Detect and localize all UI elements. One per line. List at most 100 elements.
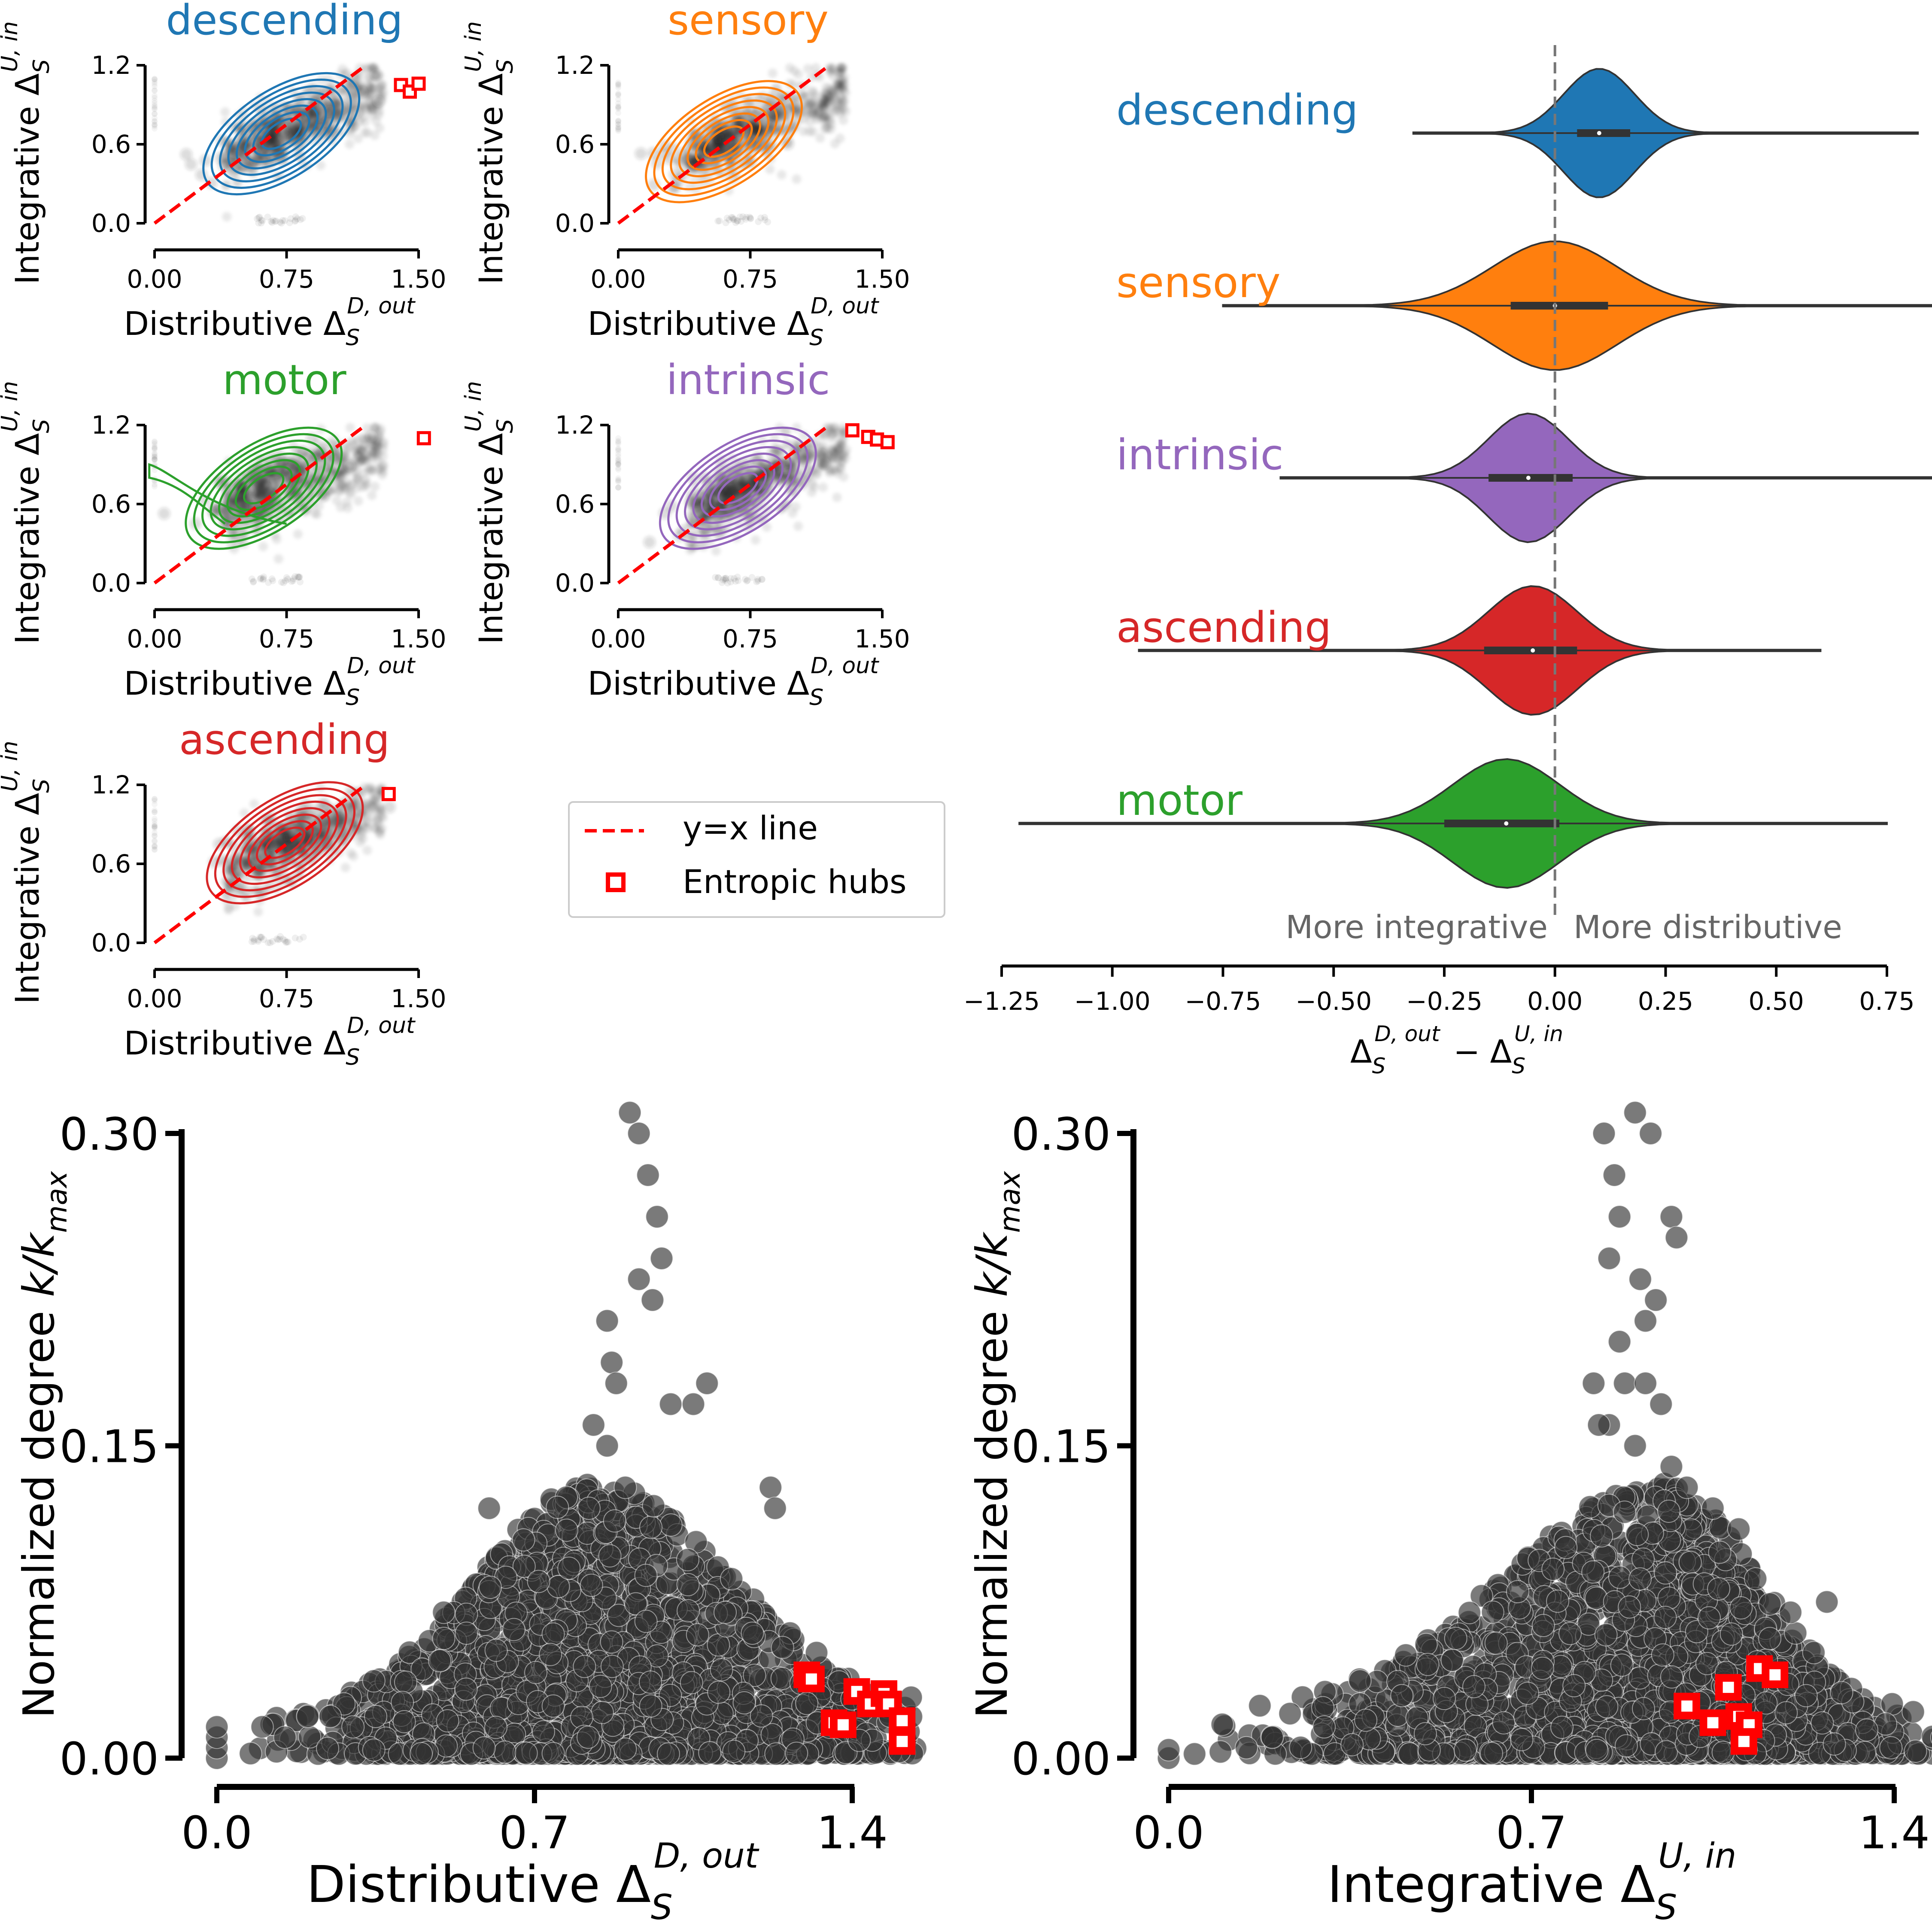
gray-point (808, 127, 818, 137)
gray-point (732, 577, 739, 585)
gray-point (258, 219, 265, 227)
gray-point (152, 79, 158, 85)
violin-iqr-box (1510, 302, 1608, 310)
violin-x-tick-label: 0.75 (1859, 987, 1914, 1016)
small-y-axis-label: Integrative ΔSU, in (461, 21, 518, 285)
gray-point (799, 126, 808, 136)
gray-point (765, 164, 775, 174)
gray-point (152, 76, 158, 82)
y-tick-label: 0.6 (91, 130, 131, 159)
small-x-axis-label: Distributive ΔSD, out (124, 653, 416, 711)
degree-vs-distributive-panel: 0.000.150.300.0 0.7 1.4 Distributive ΔSD, … (14, 1101, 927, 1927)
gray-point (343, 460, 356, 472)
gray-point (615, 109, 621, 116)
gray-point (643, 536, 656, 548)
gray-point (615, 459, 621, 465)
gray-point (836, 94, 846, 104)
gray-point (373, 441, 383, 451)
gray-point (281, 217, 289, 224)
gray-point (152, 93, 158, 99)
violin-label-intrinsic: intrinsic (1116, 431, 1284, 480)
gray-point (332, 495, 342, 505)
gray-point (768, 68, 778, 78)
gray-point (152, 76, 158, 83)
gray-point (615, 82, 621, 89)
gray-point (152, 118, 158, 125)
x-tick-label: 0.00 (127, 264, 182, 294)
gray-point (270, 217, 277, 224)
gray-point (371, 805, 381, 814)
gray-point (292, 218, 299, 225)
x-tick-label: 1.50 (391, 624, 446, 653)
x-tick-label: 0.75 (723, 624, 778, 653)
gray-point (367, 490, 377, 500)
gray-point (259, 217, 266, 225)
gray-point (722, 574, 729, 582)
gray-point (253, 907, 263, 917)
gray-point (615, 445, 621, 452)
gray-point (374, 814, 383, 824)
violin-descending: descending (1116, 68, 1919, 198)
gray-point (838, 115, 848, 125)
gray-point (152, 88, 158, 94)
gray-point (271, 218, 279, 225)
gray-point (367, 465, 377, 475)
violin-median (1597, 131, 1601, 135)
gray-point (615, 465, 621, 471)
gray-point (375, 123, 385, 133)
gray-point (205, 177, 218, 189)
violin-x-tick-label: −0.75 (1185, 987, 1261, 1016)
violin-median (1531, 648, 1535, 653)
violin-label-ascending: ascending (1116, 603, 1331, 652)
gray-point (273, 554, 283, 564)
gray-point (352, 444, 362, 454)
violin-x-tick-label: −1.25 (963, 987, 1040, 1016)
gray-point (250, 578, 257, 585)
gray-point (296, 573, 303, 580)
gray-point (258, 541, 268, 551)
gray-point (832, 492, 842, 502)
gray-point (738, 218, 745, 225)
gray-point (152, 94, 158, 101)
violin-x-tick-label: −0.25 (1406, 987, 1482, 1016)
gray-point (383, 801, 396, 813)
violin-panel: descendingsensoryintrinsicascendingmotor… (963, 45, 1932, 1078)
x-tick-label: 0.00 (590, 624, 646, 653)
gray-point (152, 111, 158, 117)
gray-point (829, 423, 838, 433)
gray-point (837, 440, 847, 450)
gray-point (635, 147, 647, 160)
violin-x-tick-label: −1.00 (1074, 987, 1151, 1016)
violin-x-axis-label: ΔSD, out − ΔSU, in (1350, 1021, 1563, 1078)
gray-point (152, 76, 158, 82)
density-contour (252, 111, 310, 157)
gray-point (152, 809, 158, 815)
gray-point (343, 503, 352, 513)
gray-point (267, 218, 275, 225)
entropic-hub-marker (381, 787, 396, 801)
small-panel-title: descending (166, 0, 403, 44)
gray-point (366, 88, 376, 98)
gray-point (838, 450, 848, 459)
gray-point (818, 92, 828, 102)
gray-point (199, 154, 212, 167)
gray-point (248, 122, 261, 134)
small-x-axis-label: Distributive ΔSD, out (124, 1013, 416, 1070)
more-integrative-label: More integrative (1285, 909, 1548, 946)
gray-point (371, 796, 381, 806)
violin-intrinsic: intrinsic (1116, 412, 1932, 544)
gray-point (299, 215, 306, 222)
gray-point (255, 103, 268, 115)
small-x-axis-label: Distributive ΔSD, out (588, 653, 879, 711)
x-tick-label: 1.50 (854, 264, 910, 294)
gray-point (152, 97, 158, 104)
small-y-axis-label: Integrative ΔSU, in (461, 381, 518, 644)
violin-label-descending: descending (1116, 86, 1358, 135)
gray-point (276, 933, 284, 940)
small-panel-title: intrinsic (666, 356, 830, 404)
gray-point (268, 219, 276, 226)
gray-point (152, 122, 158, 128)
gray-point (276, 219, 284, 226)
data-point (239, 1742, 262, 1765)
gray-point (807, 487, 817, 497)
